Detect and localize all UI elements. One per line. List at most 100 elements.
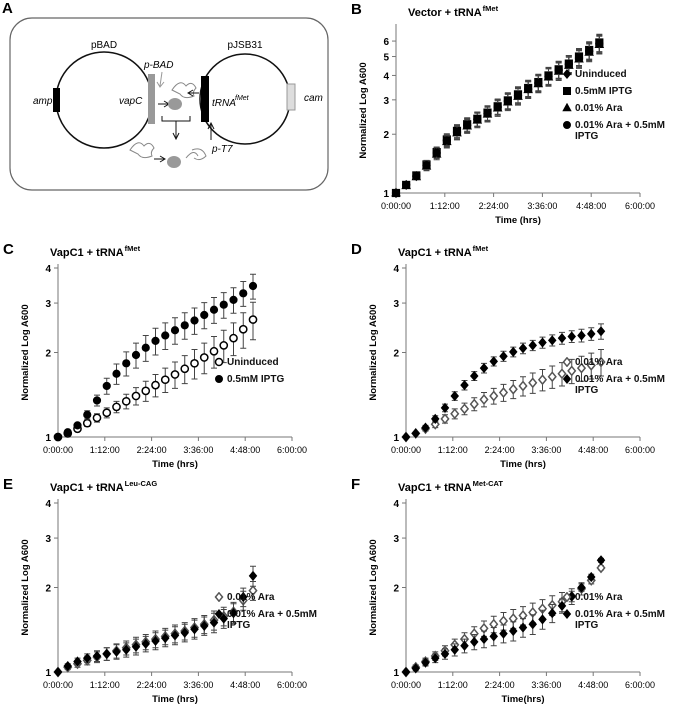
legend-marker-box (563, 87, 571, 95)
gene-block (201, 76, 209, 122)
x-tick-label: 3:36:00 (531, 445, 561, 455)
legend-label: 0.01% Ara + 0.5mM IPTG (575, 374, 665, 396)
chart-panel: D VapC1 + tRNA fMet 1 2 3 4 0:00:00 1:12:00 2:24:… (348, 240, 696, 475)
y-tick-label: 5 (383, 53, 389, 64)
chart-panel: B Vector + tRNA fMet 1 2 3 4 5 6 0:00:00 1:12:00 2:… (348, 0, 696, 235)
legend-label: 0.01% Ara + 0.5mM IPTG (227, 609, 317, 631)
y-tick-label: 1 (45, 668, 51, 679)
marker (538, 614, 547, 625)
x-tick-label: 1:12:00 (438, 445, 468, 455)
marker (479, 362, 489, 374)
marker (199, 620, 209, 631)
legend-marker-box (215, 375, 223, 383)
x-tick-label: 2:24:00 (137, 680, 167, 690)
marker (483, 109, 492, 118)
legend-item: 0.01% Ara (214, 592, 332, 603)
marker (563, 121, 571, 129)
legend-label: 0.5mM IPTG (575, 86, 633, 97)
legend: Uninduced 0.5mM IPTG 0.01% Ara 0.01% Ara + … (562, 69, 680, 148)
marker (538, 337, 547, 348)
plasmid-label: pJSB31 (227, 40, 262, 51)
gene-label-sup: fMet (235, 95, 250, 102)
marker (450, 408, 460, 420)
gene-label: amp (33, 96, 53, 107)
marker (214, 609, 224, 619)
legend-item: 0.01% Ara + 0.5mM IPTG (562, 609, 680, 631)
marker (215, 375, 223, 383)
marker (596, 326, 606, 337)
plasmid-label: pBAD (91, 40, 117, 51)
marker (432, 148, 441, 157)
marker (401, 666, 411, 678)
marker (440, 648, 450, 660)
marker (547, 335, 557, 346)
marker (562, 592, 572, 602)
marker (430, 653, 440, 664)
x-tick-label: 1:12:00 (438, 680, 468, 690)
marker (554, 65, 563, 75)
marker (586, 359, 596, 371)
marker (518, 622, 528, 633)
marker (391, 188, 401, 198)
x-tick-label: 2:24:00 (485, 680, 515, 690)
legend: Uninduced 0.5mM IPTG (214, 357, 332, 391)
marker (73, 656, 82, 667)
chart: B Vector + tRNA fMet 1 2 3 4 5 6 0:00:00 1:12:00 2:… (351, 1, 655, 226)
marker (562, 69, 572, 79)
marker (151, 635, 160, 647)
marker (214, 357, 224, 367)
marker (544, 71, 553, 81)
legend-marker-box (562, 592, 572, 602)
marker (498, 615, 509, 627)
y-tick-label: 2 (393, 584, 399, 595)
x-tick-label: 3:36:00 (183, 680, 213, 690)
x-tick-label: 0:00:00 (43, 445, 73, 455)
legend-label: 0.01% Ara (575, 592, 623, 603)
marker (595, 39, 604, 48)
marker (537, 374, 548, 386)
legend-marker-box (562, 609, 572, 619)
marker (102, 408, 112, 418)
y-tick-label: 4 (383, 71, 389, 82)
y-tick-label: 2 (383, 130, 389, 141)
trna-fragment (185, 148, 207, 161)
chart-panel: F VapC1 + tRNA Met-CAT 1 2 3 4 0:00:00 1:12:00 2:… (348, 475, 696, 710)
y-tick-label: 3 (383, 96, 389, 107)
trna-icon (171, 82, 197, 99)
marker (450, 390, 460, 402)
marker (596, 562, 606, 574)
marker (92, 650, 102, 662)
legend-item: 0.01% Ara (562, 592, 680, 603)
marker (508, 346, 518, 357)
marker (121, 396, 131, 406)
marker (92, 413, 102, 423)
marker (190, 316, 199, 325)
y-tick-label: 2 (393, 349, 399, 360)
marker (440, 402, 450, 413)
legend-item: 0.01% Ara (562, 357, 680, 368)
y-tick-label: 4 (393, 264, 399, 275)
x-tick-label: 2:24:00 (137, 445, 167, 455)
marker (170, 630, 180, 641)
legend-label: 0.01% Ara + 0.5mM IPTG (575, 609, 665, 631)
legend-label: Uninduced (227, 357, 279, 368)
marker (141, 638, 151, 649)
x-axis-title: Time (hrs) (500, 459, 546, 470)
legend-label: 0.01% Ara + 0.5mM IPTG (575, 120, 665, 142)
marker (161, 331, 170, 340)
chart-panel: E VapC1 + tRNA Leu-CAG 1 2 3 4 0:00:00 1:12:00 2:… (0, 475, 348, 710)
marker (102, 381, 111, 391)
marker (469, 636, 479, 648)
marker (83, 410, 92, 419)
gene-block (53, 88, 60, 112)
marker (219, 300, 228, 309)
chart: F VapC1 + tRNA Met-CAT 1 2 3 4 0:00:00 1:12:00 2:… (351, 476, 655, 705)
marker (180, 364, 190, 374)
x-tick-label: 6:00:00 (625, 445, 655, 455)
x-tick-label: 4:48:00 (578, 445, 608, 455)
legend-marker-box (562, 103, 572, 112)
chart-title-sup: fMet (473, 244, 489, 253)
legend-label: 0.01% Ara (227, 592, 275, 603)
series (53, 273, 258, 442)
